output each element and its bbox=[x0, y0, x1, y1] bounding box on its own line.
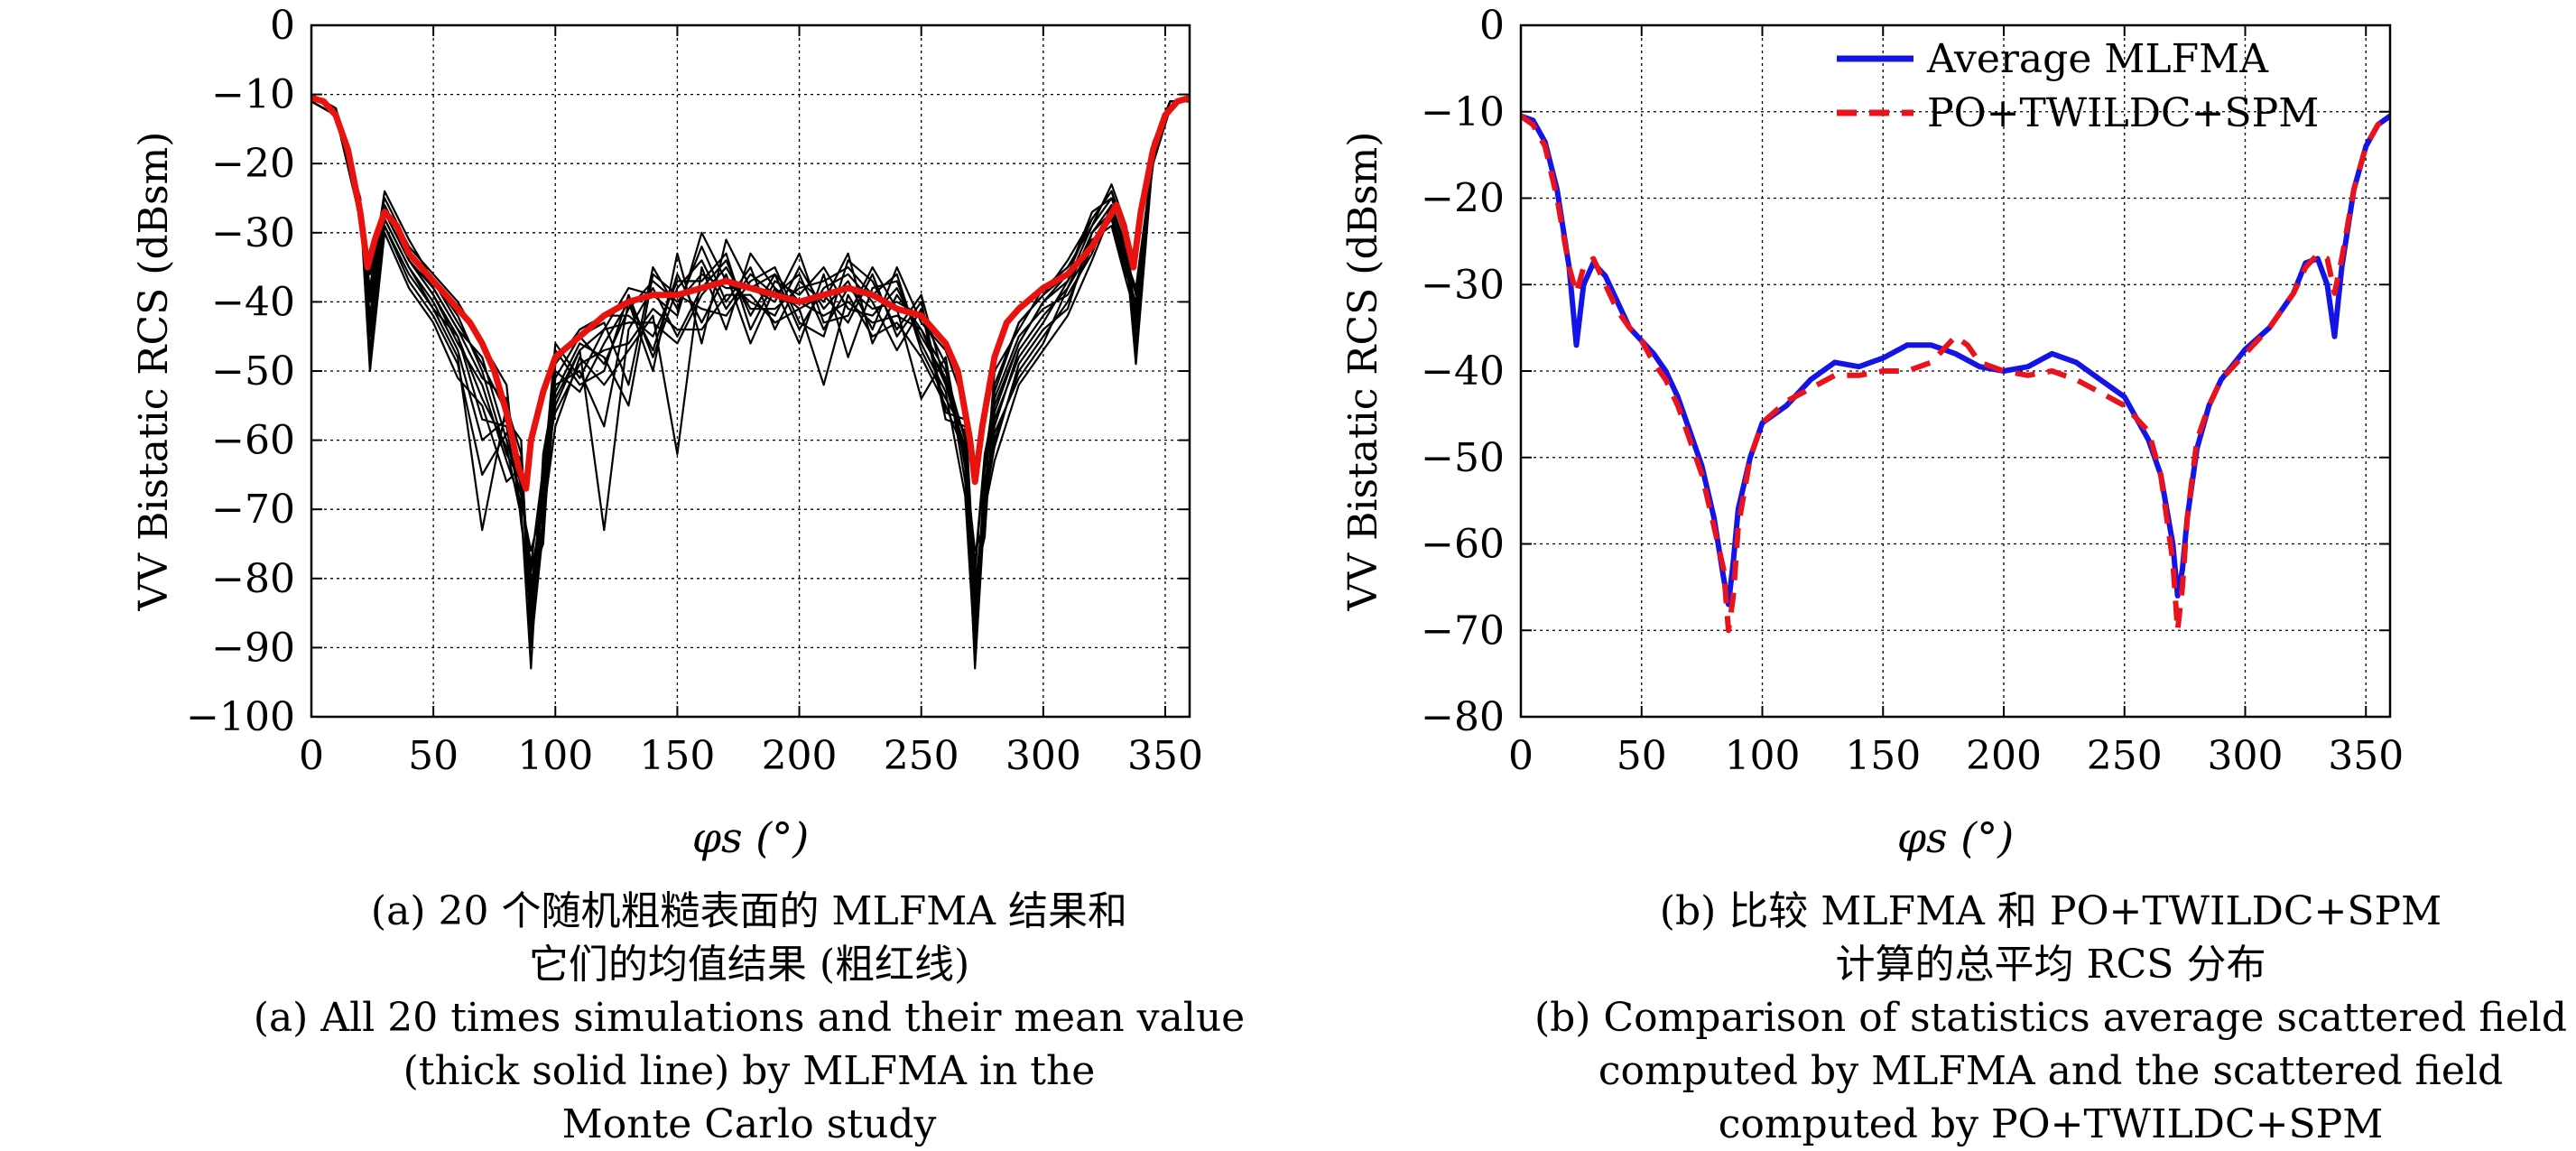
caption-a-en-line1: (a) All 20 times simulations and their m… bbox=[253, 995, 1246, 1041]
chart-a-ytick-label: −50 bbox=[211, 348, 295, 394]
caption-b-en-line1: (b) Comparison of statistics average sca… bbox=[1534, 995, 2568, 1041]
chart-b-ytick-label: −70 bbox=[1421, 608, 1505, 654]
caption-a-zh-line1: (a) 20 个随机粗糙表面的 MLFMA 结果和 bbox=[370, 888, 1128, 934]
chart-a-xtick-label: 350 bbox=[1127, 733, 1203, 779]
chart-a-series-realization-7 bbox=[311, 93, 1190, 649]
chart-a-ytick-label: −80 bbox=[211, 556, 295, 602]
chart-a: 0 50 100 150 200 250 300 350 0 −10 −20 −30 −40 −50 −60… bbox=[131, 3, 1203, 862]
chart-a-ytick-label: −20 bbox=[211, 141, 295, 187]
chart-b: 0 50 100 150 200 250 300 350 0 −10 −20 −30 −40 −50 −60… bbox=[1340, 3, 2404, 862]
caption-b-zh-line2: 计算的总平均 RCS 分布 bbox=[1835, 942, 2266, 988]
chart-a-xtick-label: 250 bbox=[884, 733, 959, 779]
chart-b-legend: Average MLFMA PO+TWILDC+SPM bbox=[1837, 36, 2319, 136]
chart-a-xtick-label: 150 bbox=[639, 733, 715, 779]
chart-a-ytick-label: −40 bbox=[211, 279, 295, 325]
chart-a-series-mean-0 bbox=[311, 94, 1190, 492]
chart-a-series-realization-9 bbox=[311, 93, 1190, 615]
chart-b-xtick-label: 100 bbox=[1725, 733, 1801, 779]
caption-b-en-line3: computed by PO+TWILDC+SPM bbox=[1718, 1101, 2384, 1147]
chart-b-ytick-label: −10 bbox=[1421, 89, 1505, 135]
chart-b-series-average-mlfma bbox=[1521, 113, 2390, 608]
chart-b-series-group bbox=[1521, 113, 2390, 634]
chart-a-frame bbox=[310, 23, 1191, 719]
chart-a-xtick-label: 50 bbox=[408, 733, 459, 779]
chart-a-series-realization-2 bbox=[311, 100, 1190, 580]
legend-label-1: PO+TWILDC+SPM bbox=[1927, 90, 2319, 136]
chart-a-series-realization-11 bbox=[311, 93, 1190, 621]
chart-b-xtick-label: 150 bbox=[1845, 733, 1921, 779]
caption-b-en-line2: computed by MLFMA and the scattered fiel… bbox=[1598, 1048, 2504, 1094]
chart-a-ylabel: VV Bistatic RCS (dBsm) bbox=[131, 132, 177, 612]
caption-b: (b) 比较 MLFMA 和 PO+TWILDC+SPM 计算的总平均 RCS … bbox=[1288, 885, 2576, 1151]
chart-a-ytick-label: −90 bbox=[211, 625, 295, 671]
chart-b-xtick-label: 50 bbox=[1617, 733, 1667, 779]
chart-b-ytick-label: −80 bbox=[1421, 694, 1505, 740]
chart-a-xlabel: φs (°) bbox=[692, 813, 809, 862]
chart-b-xtick-label: 250 bbox=[2087, 733, 2163, 779]
chart-a-ytick-label: −70 bbox=[211, 487, 295, 533]
chart-a-series-realization-1 bbox=[311, 93, 1190, 670]
chart-a-series-realization-3 bbox=[311, 93, 1190, 628]
chart-a-ytick-label: −100 bbox=[186, 694, 295, 740]
chart-b-ytick-label: 0 bbox=[1479, 3, 1505, 49]
chart-b-grid bbox=[1521, 25, 2390, 717]
caption-a-en-line2: (thick solid line) by MLFMA in the bbox=[403, 1048, 1096, 1094]
chart-a-series-group bbox=[311, 93, 1190, 670]
chart-a-ytick-label: −10 bbox=[211, 72, 295, 118]
chart-b-xtick-label: 350 bbox=[2328, 733, 2404, 779]
chart-b-ytick-label: −40 bbox=[1421, 348, 1505, 394]
chart-b-frame bbox=[1519, 23, 2392, 719]
chart-a-series-realization-12 bbox=[311, 100, 1190, 587]
caption-a: (a) 20 个随机粗糙表面的 MLFMA 结果和 它们的均值结果 (粗红线) … bbox=[0, 885, 1498, 1151]
chart-b-ytick-label: −20 bbox=[1421, 176, 1505, 222]
chart-b-ytick-label: −50 bbox=[1421, 435, 1505, 481]
chart-b-series-po-twildc-spm bbox=[1521, 114, 2390, 634]
caption-b-zh-line1: (b) 比较 MLFMA 和 PO+TWILDC+SPM bbox=[1659, 888, 2442, 934]
chart-a-ytick-label: −30 bbox=[211, 210, 295, 256]
chart-b-xtick-label: 0 bbox=[1508, 733, 1534, 779]
chart-a-ytick-label: −60 bbox=[211, 418, 295, 464]
chart-a-xtick-label: 200 bbox=[762, 733, 838, 779]
chart-b-ytick-label: −60 bbox=[1421, 522, 1505, 568]
chart-a-xtick-label: 0 bbox=[299, 733, 324, 779]
chart-a-series-realization-5 bbox=[311, 93, 1190, 656]
legend-label-0: Average MLFMA bbox=[1926, 36, 2269, 82]
chart-a-ytick-label: 0 bbox=[270, 3, 295, 49]
caption-a-zh-line2: 它们的均值结果 (粗红线) bbox=[528, 942, 970, 988]
chart-b-xtick-label: 300 bbox=[2208, 733, 2284, 779]
chart-a-xtick-label: 100 bbox=[517, 733, 593, 779]
caption-a-en-line3: Monte Carlo study bbox=[561, 1101, 937, 1147]
chart-b-xtick-label: 200 bbox=[1966, 733, 2042, 779]
chart-a-xtick-label: 300 bbox=[1005, 733, 1081, 779]
chart-a-grid bbox=[311, 25, 1190, 717]
chart-b-ytick-label: −30 bbox=[1421, 262, 1505, 308]
chart-b-ylabel: VV Bistatic RCS (dBsm) bbox=[1340, 132, 1386, 612]
chart-b-xlabel: φs (°) bbox=[1897, 813, 2014, 862]
